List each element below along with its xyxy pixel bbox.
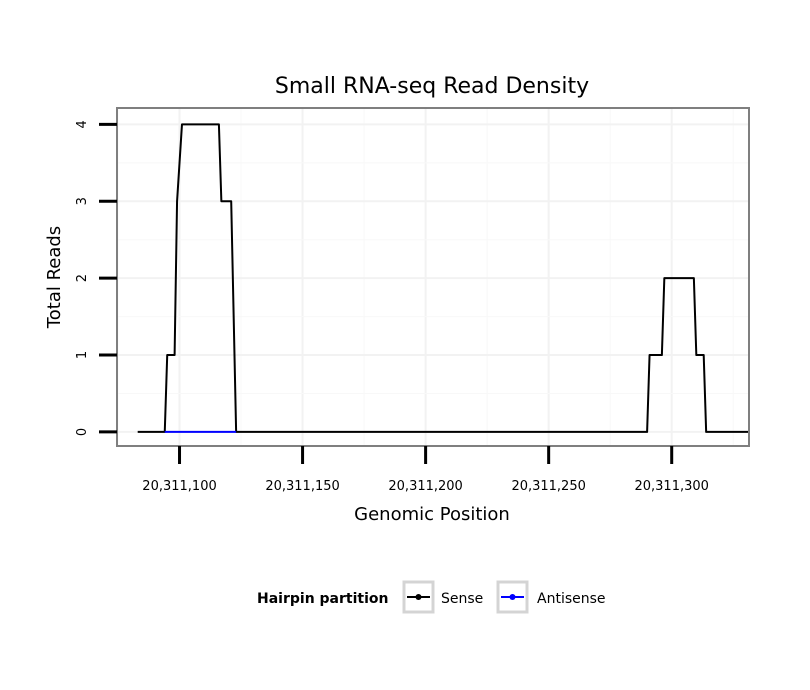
y-axis: 0 1 2 3 4: [75, 120, 117, 436]
x-tick-label: 20,311,300: [634, 479, 708, 494]
x-tick-label: 20,311,100: [142, 479, 216, 494]
legend: Hairpin partition Sense Antisense: [257, 580, 606, 614]
legend-key-sense-point: [415, 594, 422, 600]
y-axis-title: Total Reads: [44, 226, 65, 329]
x-tick-label: 20,311,150: [265, 479, 339, 494]
plot-panel-border: [116, 107, 750, 447]
x-axis: 20,311,100 20,311,150 20,311,200 20,311,250…: [142, 446, 709, 494]
x-tick-label: 20,311,250: [511, 479, 585, 494]
x-axis-title: Genomic Position: [354, 504, 510, 525]
y-tick-label: 0: [75, 428, 90, 436]
legend-title: Hairpin partition: [257, 591, 388, 607]
legend-label-sense: Sense: [441, 591, 483, 607]
series-lines: [137, 123, 748, 433]
y-tick-label: 2: [75, 274, 90, 282]
x-tick-label: 20,311,200: [388, 479, 462, 494]
y-tick-label: 3: [75, 197, 90, 205]
legend-label-antisense: Antisense: [537, 591, 606, 607]
grid-lines: [117, 109, 748, 445]
chart-title: Small RNA-seq Read Density: [275, 74, 589, 99]
legend-key-antisense-point: [509, 594, 516, 600]
y-tick-label: 1: [75, 351, 90, 359]
y-tick-label: 4: [75, 120, 90, 128]
